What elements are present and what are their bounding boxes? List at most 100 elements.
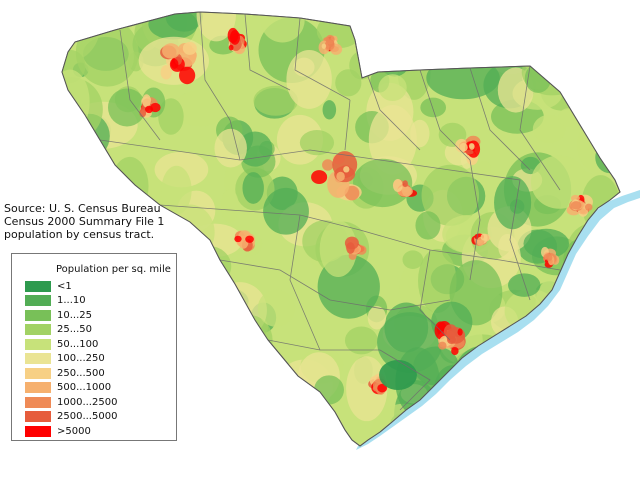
density-area (324, 40, 335, 50)
legend-label: 10...25 (57, 309, 92, 321)
density-area (599, 86, 619, 112)
density-area (322, 100, 337, 120)
density-area (184, 374, 215, 401)
county-boundary (219, 259, 331, 301)
density-area (160, 65, 172, 80)
density-area (553, 368, 588, 404)
density-area (554, 304, 594, 361)
county-boundary (119, 29, 161, 141)
density-area (541, 311, 567, 351)
density-area (162, 43, 180, 59)
source-line-1: Source: U. S. Census Bureau (4, 202, 161, 215)
density-area (575, 25, 598, 47)
density-area (174, 89, 227, 127)
county-boundary (294, 17, 351, 101)
density-area (424, 31, 440, 48)
density-area (599, 12, 620, 45)
legend-swatch (25, 295, 51, 307)
density-area (443, 324, 458, 339)
density-area (420, 396, 475, 437)
county-boundary (469, 159, 481, 281)
density-area (228, 44, 234, 51)
density-area (75, 18, 139, 87)
density-area (584, 203, 593, 211)
density-area (257, 289, 295, 327)
density-area (196, 12, 236, 42)
legend-swatch (25, 411, 51, 423)
density-area (523, 228, 570, 259)
density-area (344, 326, 378, 355)
county-boundary (519, 65, 561, 191)
source-line-2: Census 2000 Summary File 1 (4, 215, 165, 228)
density-area (451, 346, 459, 356)
county-boundary (419, 69, 471, 161)
legend-item: 100...250 (25, 352, 117, 367)
density-area (486, 342, 552, 394)
density-area (580, 64, 620, 134)
density-area (352, 158, 413, 208)
legend-item: 500...1000 (25, 381, 117, 396)
density-area (402, 180, 408, 188)
density-area (551, 287, 603, 339)
density-area (165, 12, 203, 32)
legend-swatch (25, 396, 51, 408)
density-area (558, 108, 580, 127)
density-area (511, 335, 580, 381)
density-area (523, 390, 571, 444)
legend-label: 1000...2500 (57, 396, 118, 408)
county-boundary (419, 249, 451, 341)
density-area (570, 194, 580, 202)
density-area (481, 365, 514, 394)
county-boundary (229, 119, 241, 161)
density-area (182, 41, 197, 55)
legend-item: 10...25 (25, 308, 117, 323)
density-area (523, 377, 588, 427)
density-area (164, 204, 215, 261)
density-area (242, 172, 264, 204)
density-area (532, 114, 566, 144)
density-area (480, 233, 488, 241)
density-area (62, 69, 90, 134)
density-area (313, 12, 329, 21)
density-area (606, 32, 620, 54)
density-area (508, 273, 541, 297)
density-area (564, 356, 615, 409)
density-area (336, 171, 345, 182)
density-area (438, 341, 447, 350)
legend-item: 1000...2500 (25, 395, 117, 410)
legend-swatch (25, 367, 51, 379)
legend-label: >5000 (57, 425, 91, 437)
density-area (234, 235, 242, 243)
density-area (242, 387, 295, 431)
county-boundary (429, 249, 561, 271)
legend-swatch (25, 382, 51, 394)
density-area (487, 427, 538, 446)
density-area (545, 253, 553, 262)
density-area (286, 49, 332, 109)
density-area (543, 312, 573, 351)
legend-label: 2500...5000 (57, 411, 118, 423)
legend-label: 100...250 (57, 353, 105, 365)
legend-item: 1...10 (25, 294, 117, 309)
density-area (321, 43, 327, 49)
density-area (227, 27, 239, 43)
density-area (575, 345, 620, 418)
density-area (243, 351, 275, 382)
density-area (511, 422, 528, 441)
density-area (322, 159, 334, 171)
density-area (214, 128, 247, 168)
density-area (178, 369, 225, 426)
density-area (512, 386, 541, 410)
density-area (524, 348, 565, 387)
density-area (576, 114, 620, 177)
density-area (237, 131, 273, 167)
density-area (455, 345, 512, 398)
density-area (570, 201, 582, 210)
density-area (560, 12, 620, 56)
density-area (245, 235, 254, 243)
county-boundary (469, 67, 531, 171)
county-boundary (509, 179, 531, 301)
legend-title: Population per sq. mile (56, 264, 171, 275)
density-area (583, 378, 604, 403)
source-note: Source: U. S. Census Bureau Census 2000 … (4, 202, 164, 241)
